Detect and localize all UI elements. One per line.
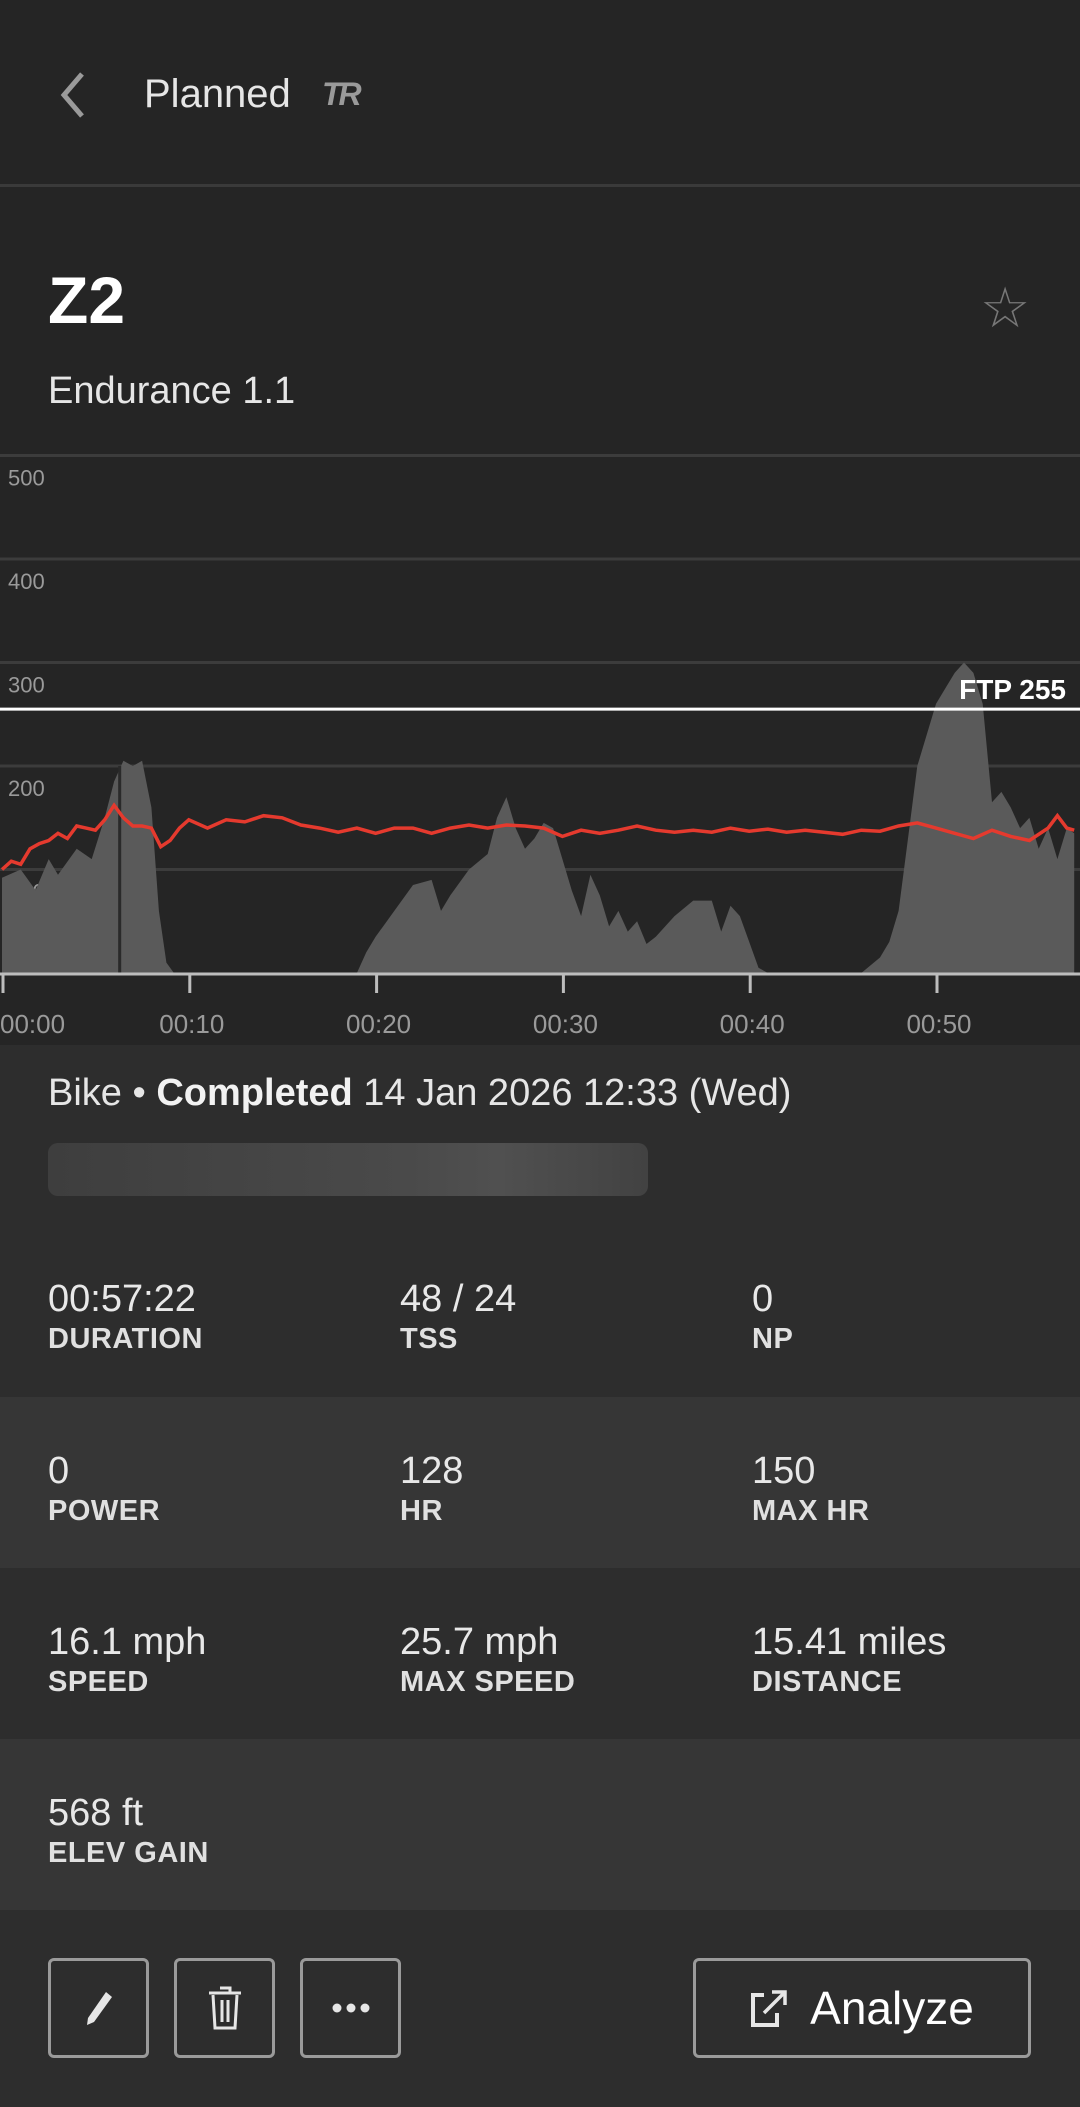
ftp-label: FTP 255 <box>959 674 1066 705</box>
stat-value: 0 <box>48 1450 70 1492</box>
y-tick-label: 200 <box>8 776 45 801</box>
stat-label: TSS <box>400 1323 458 1355</box>
trainerroad-logo: TR <box>322 76 362 112</box>
y-tick-label: 400 <box>8 569 45 594</box>
y-tick-label: 300 <box>8 673 45 698</box>
stat-value: 0 <box>752 1278 774 1320</box>
stat-value: 128 <box>400 1450 464 1492</box>
stat-label: SPEED <box>48 1666 149 1698</box>
y-tick-label: 500 <box>8 466 45 491</box>
x-tick-label: 00:10 <box>159 1009 224 1039</box>
external-link-icon <box>751 1990 787 2027</box>
delete-button[interactable] <box>174 1958 275 2058</box>
stats-row: 00:57:22 DURATION 48 / 24 TSS 0 NP <box>0 1226 1080 1397</box>
x-tick-label: 00:20 <box>346 1009 411 1039</box>
pencil-icon <box>86 1992 112 2025</box>
stat-label: MAX HR <box>752 1495 870 1527</box>
stats-row: 568 ft ELEV GAIN <box>0 1739 1080 1910</box>
x-tick-label: 00:30 <box>533 1009 598 1039</box>
top-bar: Planned TR <box>0 0 1080 187</box>
stats-row: 16.1 mph SPEED 25.7 mph MAX SPEED 15.41 mile… <box>0 1568 1080 1739</box>
area-series <box>2 662 1075 973</box>
edit-button[interactable] <box>48 1958 149 2058</box>
more-horizontal-icon <box>332 2003 369 2013</box>
stat-value: 25.7 mph <box>400 1621 559 1663</box>
separator: • <box>132 1072 146 1114</box>
stat-label: HR <box>400 1495 443 1527</box>
activity-date: 14 Jan 2026 12:33 (Wed) <box>363 1072 792 1114</box>
header-title: Planned <box>144 72 291 116</box>
sport-label: Bike <box>48 1072 122 1114</box>
workout-chart[interactable]: 500400300200100FTP 25500:0000:1000:2000:… <box>0 450 1080 1045</box>
x-tick-label: 00:50 <box>906 1009 971 1039</box>
back-button[interactable] <box>54 70 94 120</box>
status-label: Completed <box>156 1072 353 1114</box>
trash-icon <box>208 1986 241 2030</box>
stat-value: 16.1 mph <box>48 1621 207 1663</box>
analyze-button[interactable]: Analyze <box>693 1958 1031 2058</box>
x-tick-label: 00:40 <box>720 1009 785 1039</box>
stat-label: ELEV GAIN <box>48 1837 209 1869</box>
stat-value: 15.41 miles <box>752 1621 947 1663</box>
stat-value: 568 ft <box>48 1792 144 1834</box>
stat-value: 150 <box>752 1450 816 1492</box>
line-series <box>0 802 1075 871</box>
stat-value: 00:57:22 <box>48 1278 196 1320</box>
stat-label: DURATION <box>48 1323 203 1355</box>
analyze-label: Analyze <box>810 1982 974 2034</box>
star-icon[interactable]: ☆ <box>980 276 1031 339</box>
workout-subtitle: Endurance 1.1 <box>48 370 296 412</box>
stat-label: POWER <box>48 1495 161 1527</box>
stat-value: 48 / 24 <box>400 1278 517 1320</box>
stat-label: DISTANCE <box>752 1666 903 1698</box>
redacted-bar <box>48 1143 648 1196</box>
activity-meta: Bike • Completed 14 Jan 2026 12:33 (Wed) <box>48 1072 791 1115</box>
stat-label: MAX SPEED <box>400 1666 576 1698</box>
x-tick-label: 00:00 <box>0 1009 65 1039</box>
workout-title: Z2 <box>48 263 126 337</box>
stats-row: 0 POWER 128 HR 150 MAX HR <box>0 1397 1080 1568</box>
stat-label: NP <box>752 1323 794 1355</box>
more-button[interactable] <box>300 1958 401 2058</box>
